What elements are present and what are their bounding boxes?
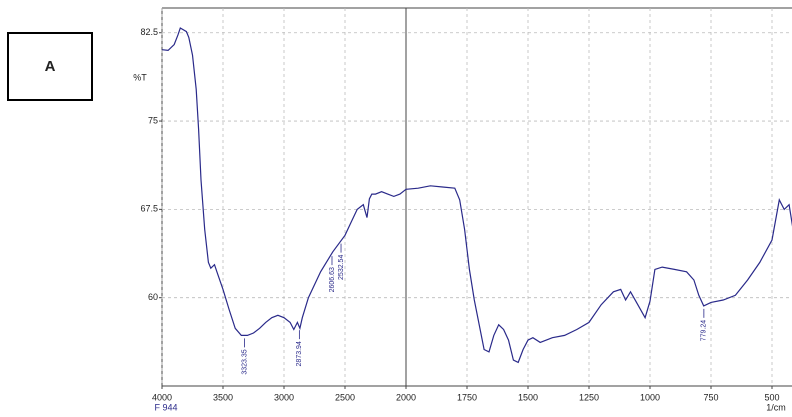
y-axis-label: %T: [133, 72, 147, 82]
panel-box: [7, 32, 93, 101]
x-tick-label: 3000: [274, 392, 294, 402]
y-tick-label: 82.5: [140, 27, 158, 37]
x-tick-label: 1500: [518, 392, 538, 402]
spectrum-line: [161, 27, 792, 364]
x-tick-label: 2000: [396, 392, 416, 402]
peak-label: 2873.94: [296, 341, 303, 366]
peak-label: 2532.54: [338, 255, 345, 280]
x-tick-label: 1750: [457, 392, 477, 402]
y-tick-label: 60: [148, 292, 158, 302]
x-tick-label: 1250: [579, 392, 599, 402]
x-tick-label: 500: [764, 392, 779, 402]
x-tick-label: 3500: [213, 392, 233, 402]
x-tick-label: 1000: [640, 392, 660, 402]
panel-label: A: [45, 58, 56, 75]
peak-label: 779.24: [701, 320, 708, 342]
peak-label: 3323.35: [241, 349, 248, 374]
sample-label: F 944: [154, 402, 177, 412]
peak-label: 2606.63: [329, 267, 336, 292]
x-tick-label: 4000: [152, 392, 172, 402]
y-tick-label: 67.5: [140, 204, 158, 214]
x-axis-label: 1/cm: [766, 402, 786, 412]
x-tick-label: 2500: [335, 392, 355, 402]
y-tick-label: 75: [148, 115, 158, 125]
x-tick-label: 750: [703, 392, 718, 402]
